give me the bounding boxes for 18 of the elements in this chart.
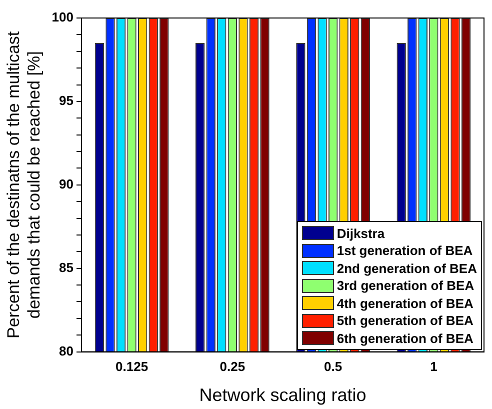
legend-label: 2nd generation of BEA xyxy=(336,260,477,276)
x-tick-label: 1 xyxy=(430,359,438,374)
y-tick-label: 100 xyxy=(52,10,74,25)
legend-label: 3rd generation of BEA xyxy=(336,278,474,294)
x-tick-label: 0.5 xyxy=(324,359,342,374)
y-axis-title: Percent of the destinatns of the multicast demands that could be reached [%] xyxy=(4,31,44,338)
y-tick-label: 85 xyxy=(59,260,74,275)
legend-label: 4th generation of BEA xyxy=(336,296,474,311)
legend-label: Dijkstra xyxy=(336,226,385,241)
y-tick-label: 90 xyxy=(59,176,74,192)
y-tick-label: 95 xyxy=(59,93,74,108)
x-tick-label: 0.25 xyxy=(220,359,246,374)
legend-label: 5th generation of BEA xyxy=(336,313,474,328)
y-tick-label: 80 xyxy=(59,343,74,358)
x-axis-title: Network scaling ratio xyxy=(199,385,366,406)
x-tick-label: 0.125 xyxy=(116,359,148,374)
legend-label: 6th generation of BEA xyxy=(336,330,474,346)
legend-label: 1st generation of BEA xyxy=(336,243,473,258)
